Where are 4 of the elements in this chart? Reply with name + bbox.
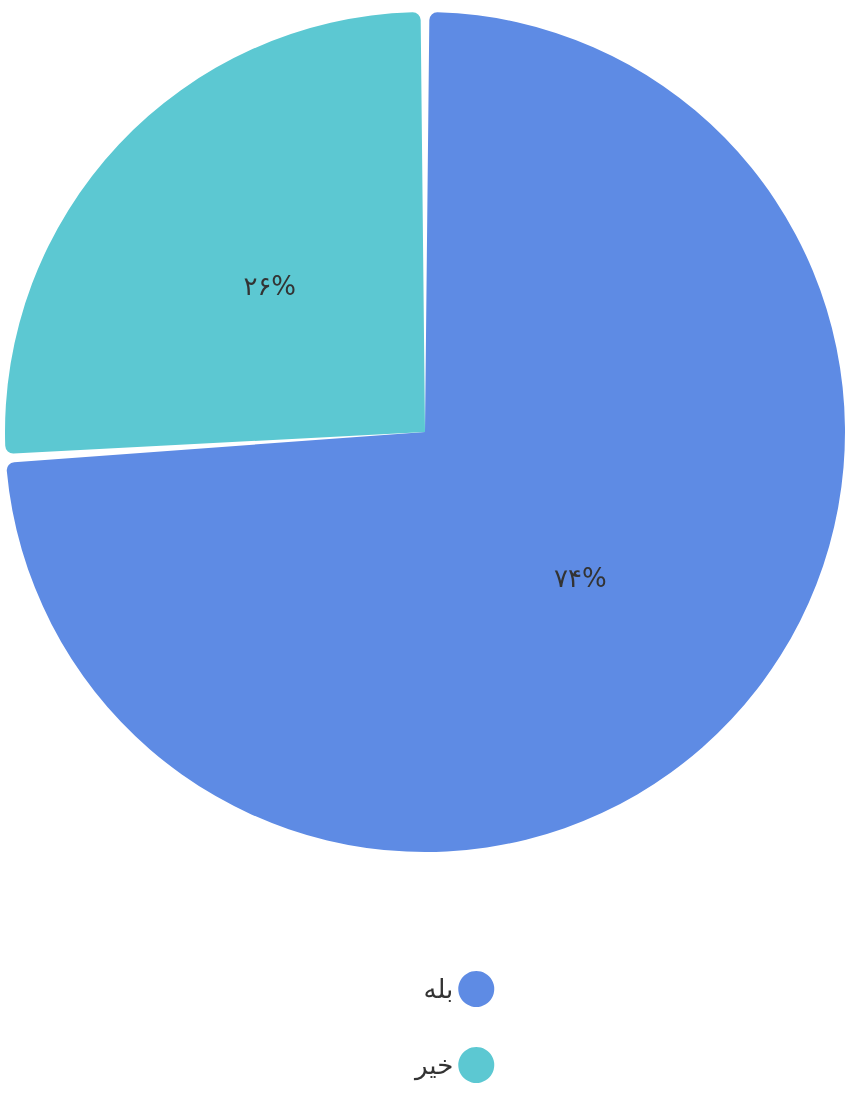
data-label: ۲۶% bbox=[243, 271, 297, 302]
data-label: ۷۴% bbox=[553, 562, 607, 593]
legend-label: بله bbox=[423, 974, 454, 1004]
legend-label: خیر bbox=[413, 1050, 454, 1081]
